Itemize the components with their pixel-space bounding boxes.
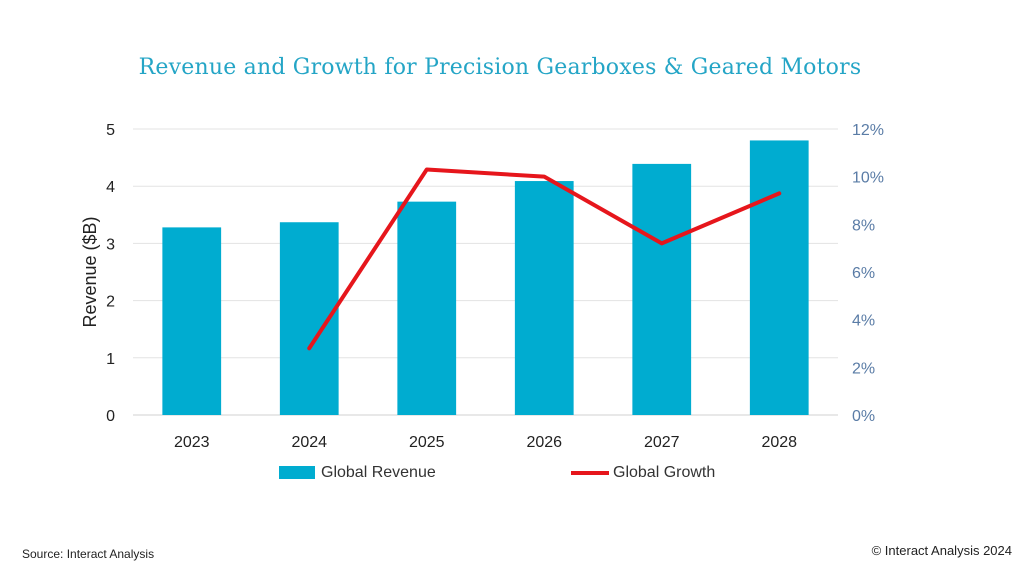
source-note: Source: Interact Analysis	[22, 547, 155, 561]
y2-tick-label: 10%	[852, 170, 884, 187]
bar-2027	[632, 163, 692, 415]
legend-label-revenue: Global Revenue	[321, 464, 436, 481]
x-tick-label: 2025	[409, 434, 445, 451]
x-tick-label: 2026	[526, 434, 562, 451]
y-tick-label: 1	[106, 351, 115, 368]
x-tick-label: 2023	[174, 434, 210, 451]
y-tick-label: 3	[106, 236, 115, 253]
y-tick-label: 0	[106, 408, 115, 425]
y2-tick-label: 8%	[852, 217, 875, 234]
legend-swatch-revenue	[279, 466, 315, 479]
x-tick-label: 2028	[761, 434, 797, 451]
chart-title: Revenue and Growth for Precision Gearbox…	[138, 55, 862, 80]
bar-2026	[514, 181, 574, 415]
y2-tick-label: 12%	[852, 122, 884, 139]
bar-2023	[162, 227, 222, 415]
y2-tick-label: 4%	[852, 313, 875, 330]
x-tick-label: 2027	[644, 434, 680, 451]
y2-tick-label: 6%	[852, 265, 875, 282]
y-axis-label: Revenue ($B)	[80, 216, 100, 327]
x-tick-label: 2024	[291, 434, 327, 451]
y-tick-label: 5	[106, 122, 115, 139]
bar-2025	[397, 201, 457, 415]
legend-label-growth: Global Growth	[613, 464, 715, 481]
y2-tick-label: 2%	[852, 360, 875, 377]
y-tick-label: 2	[106, 294, 115, 311]
bar-2028	[749, 140, 809, 415]
copyright-note: © Interact Analysis 2024	[871, 543, 1012, 558]
y2-tick-label: 0%	[852, 408, 875, 425]
y-tick-label: 4	[106, 179, 115, 196]
